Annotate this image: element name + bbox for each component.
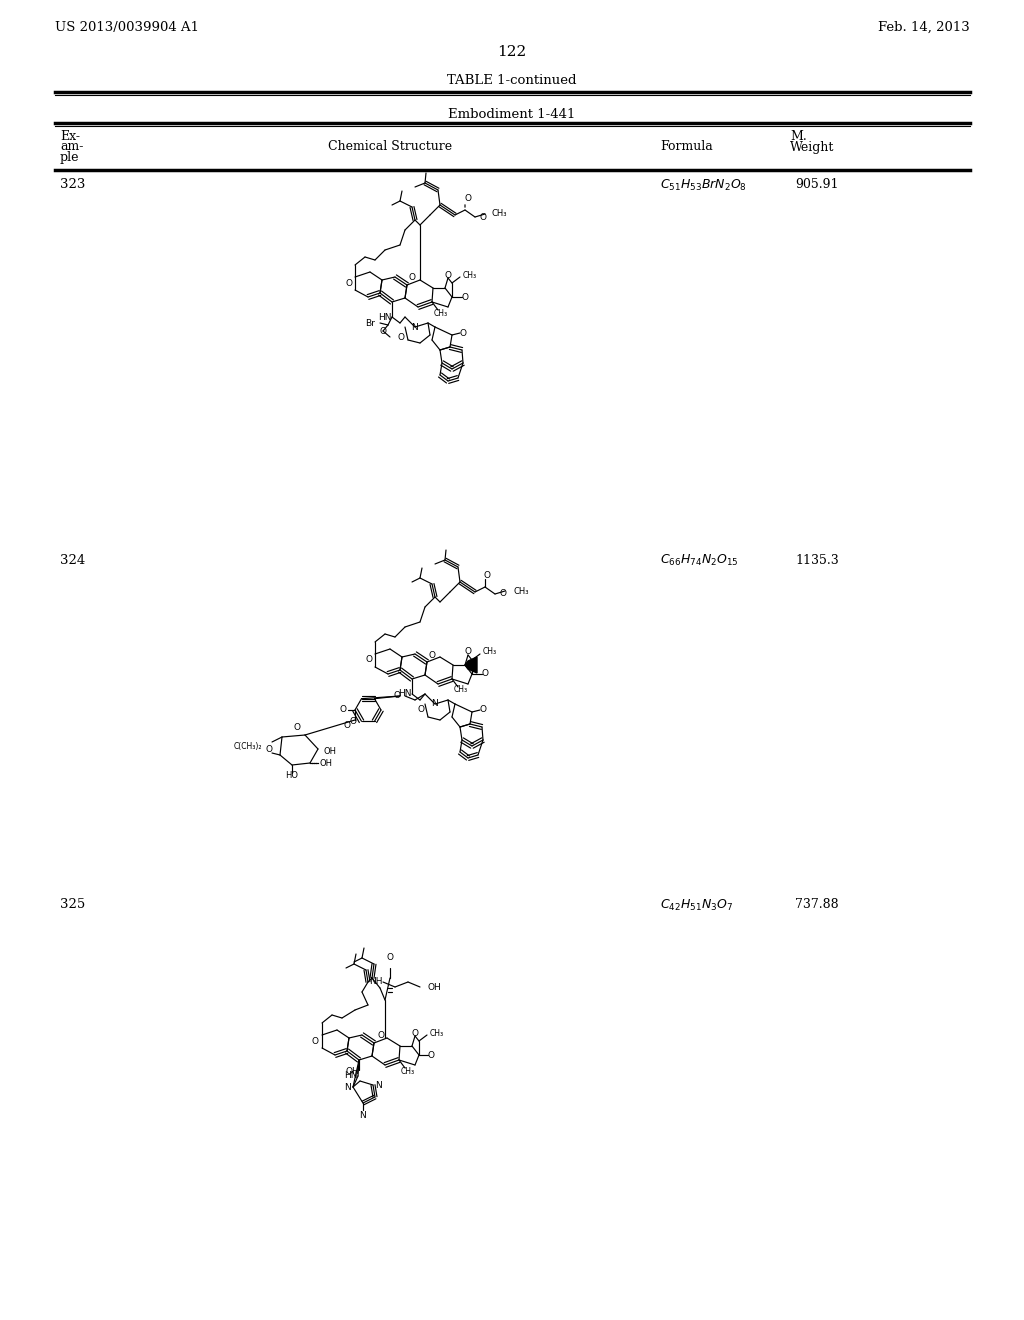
Text: HN: HN <box>398 689 412 698</box>
Text: HN: HN <box>379 313 392 322</box>
Text: O: O <box>365 656 372 664</box>
Text: O: O <box>444 271 452 280</box>
Text: N: N <box>412 322 419 331</box>
Text: O: O <box>500 590 507 598</box>
Text: ple: ple <box>60 152 80 165</box>
Text: O: O <box>428 651 435 660</box>
Text: $C_{66}H_{74}N_2O_{15}$: $C_{66}H_{74}N_2O_{15}$ <box>660 553 738 568</box>
Text: Embodiment 1-441: Embodiment 1-441 <box>449 107 575 120</box>
Text: 324: 324 <box>60 553 85 566</box>
Text: Ex-: Ex- <box>60 129 80 143</box>
Text: Feb. 14, 2013: Feb. 14, 2013 <box>879 21 970 33</box>
Text: OH: OH <box>319 759 333 767</box>
Text: O: O <box>428 1051 435 1060</box>
Text: C(CH₃)₂: C(CH₃)₂ <box>233 742 262 751</box>
Text: O: O <box>378 1031 384 1040</box>
Text: Weight: Weight <box>790 140 835 153</box>
Text: O: O <box>398 333 406 342</box>
Text: HO: HO <box>286 771 299 780</box>
Text: O: O <box>386 953 393 962</box>
Text: CH₃: CH₃ <box>401 1067 415 1076</box>
Text: O: O <box>393 692 400 701</box>
Text: US 2013/0039904 A1: US 2013/0039904 A1 <box>55 21 199 33</box>
Text: am-: am- <box>60 140 83 153</box>
Text: O: O <box>482 669 489 678</box>
Text: TABLE 1-continued: TABLE 1-continued <box>447 74 577 87</box>
Text: O: O <box>460 329 467 338</box>
Text: CH₃: CH₃ <box>513 586 528 595</box>
Text: O: O <box>345 279 352 288</box>
Text: OH: OH <box>324 747 337 755</box>
Text: N: N <box>375 1081 382 1089</box>
Text: Br: Br <box>366 318 375 327</box>
Text: O: O <box>343 721 350 730</box>
Text: CH₃: CH₃ <box>434 309 449 318</box>
Text: 122: 122 <box>498 45 526 59</box>
Text: N: N <box>359 1111 367 1119</box>
Text: O: O <box>349 718 356 726</box>
Text: Formula: Formula <box>660 140 713 153</box>
Text: CH₃: CH₃ <box>454 685 468 694</box>
Text: CH₃: CH₃ <box>483 648 497 656</box>
Text: O: O <box>462 293 469 301</box>
Text: M.: M. <box>790 129 807 143</box>
Text: CH₃: CH₃ <box>463 271 477 280</box>
Text: O: O <box>412 1028 419 1038</box>
Text: O: O <box>265 746 272 755</box>
Text: 737.88: 737.88 <box>795 899 839 912</box>
Text: O: O <box>480 213 487 222</box>
Text: $C_{42}H_{51}N_3O_7$: $C_{42}H_{51}N_3O_7$ <box>660 898 733 912</box>
Text: 325: 325 <box>60 899 85 912</box>
Text: O: O <box>483 572 490 579</box>
Text: O: O <box>418 705 425 714</box>
Text: O: O <box>312 1036 319 1045</box>
Text: N: N <box>344 1082 351 1092</box>
Text: O: O <box>294 723 300 733</box>
Text: O: O <box>465 648 471 656</box>
Text: Chemical Structure: Chemical Structure <box>328 140 452 153</box>
Text: 1135.3: 1135.3 <box>795 553 839 566</box>
Text: NH: NH <box>370 978 383 986</box>
Text: O: O <box>480 705 487 714</box>
Text: O: O <box>465 194 471 203</box>
Text: CH₃: CH₃ <box>430 1028 444 1038</box>
Text: OH: OH <box>427 982 440 991</box>
Text: CH₃: CH₃ <box>492 210 508 219</box>
Text: 323: 323 <box>60 178 85 191</box>
Text: N: N <box>432 700 438 709</box>
Text: 905.91: 905.91 <box>795 178 839 191</box>
Polygon shape <box>465 657 477 673</box>
Text: OH: OH <box>345 1068 359 1077</box>
Text: HN: HN <box>344 1072 358 1081</box>
Text: O: O <box>340 705 347 714</box>
Text: $C_{51}H_{53}BrN_2O_8$: $C_{51}H_{53}BrN_2O_8$ <box>660 177 746 193</box>
Text: O: O <box>380 326 386 335</box>
Text: O: O <box>409 273 416 282</box>
